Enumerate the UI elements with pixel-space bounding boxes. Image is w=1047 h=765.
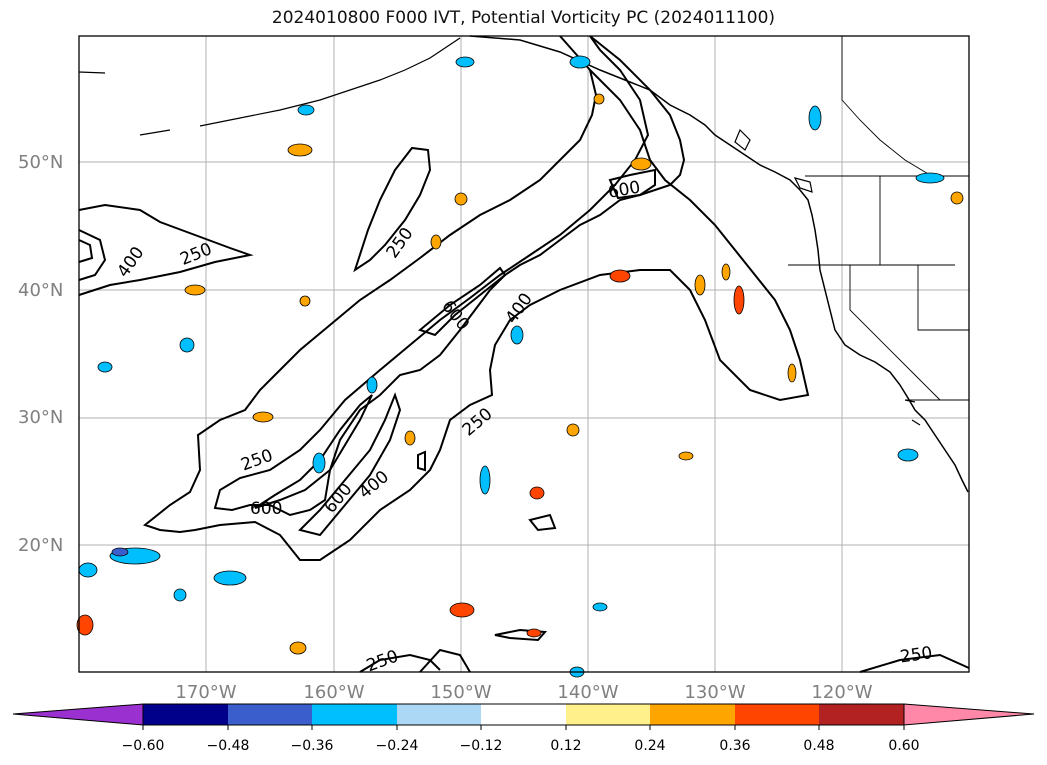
colorbar-tick-label: 0.48 [803,738,835,754]
contour-label-250: 250 [383,224,418,262]
borders [788,36,969,401]
contour-label-400: 400 [113,243,148,281]
graticule [79,36,969,672]
colorbar-tick-label: −0.24 [375,738,419,754]
map-title: 2024010800 F000 IVT, Potential Vorticity… [271,8,776,28]
lon-label-150w: 150°W [430,682,492,703]
colorbar-tick-label: 0.60 [888,738,920,754]
contour-label-400: 400 [502,290,537,328]
lon-label-160w: 160°W [303,682,365,703]
pv-positive-blobs [76,93,964,655]
contour-label-600: 600 [437,297,473,335]
contour-label-600: 600 [250,499,282,519]
contour-labels: 250 400 250 600 600 400 250 250 600 400 … [113,177,933,676]
lon-label-120w: 120°W [811,682,873,703]
coastline [469,35,969,493]
pv-negative-blobs [78,55,945,678]
contour-label-400: 400 [355,467,393,503]
colorbar-tick-label: −0.48 [206,738,250,754]
contour-label-250: 250 [899,643,934,667]
contour-label-600: 600 [320,480,356,518]
alaska-coast [78,37,461,136]
lon-label-130w: 130°W [684,682,746,703]
islands [734,128,921,426]
colorbar [12,703,1035,730]
lon-label-170w: 170°W [175,682,237,703]
colorbar-tick-label: −0.60 [121,738,165,754]
lat-label-20: 20°N [18,535,64,556]
contour-label-600: 600 [607,177,642,202]
map-frame [78,35,970,673]
colorbar-tick-label: 0.12 [550,738,582,754]
lat-label-50: 50°N [18,152,64,173]
colorbar-tick-label: −0.12 [459,738,503,754]
lon-label-140w: 140°W [557,682,619,703]
lat-label-30: 30°N [18,407,64,428]
lat-label-40: 40°N [18,280,64,301]
colorbar-tick-label: 0.36 [719,738,751,754]
colorbar-tick-label: −0.36 [290,738,334,754]
ivt-contours [78,35,970,673]
colorbar-tick-label: 0.24 [634,738,666,754]
contour-label-250: 250 [177,239,215,270]
